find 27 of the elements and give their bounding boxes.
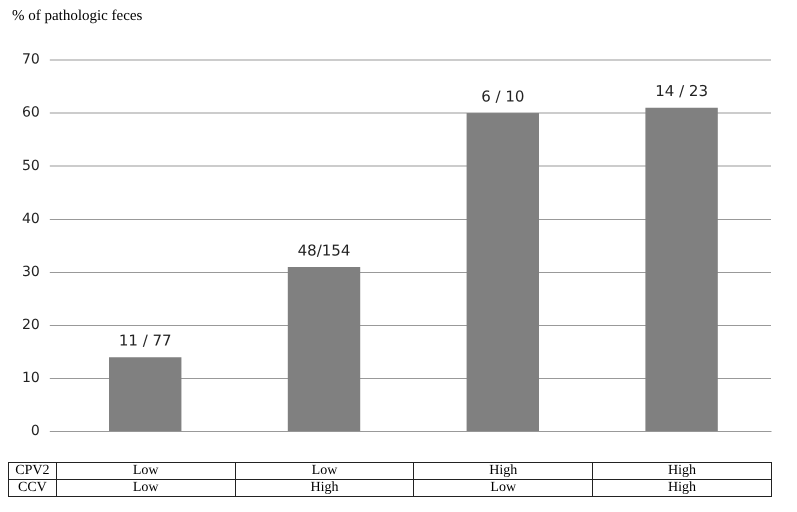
y-tick-label: 30	[22, 264, 40, 280]
bar	[288, 267, 360, 432]
y-tick-label: 10	[22, 370, 40, 386]
y-tick-label: 60	[22, 104, 40, 121]
annotation: 11 / 77	[118, 332, 172, 350]
text: Low	[414, 480, 593, 496]
y-tick-label: 20	[22, 317, 40, 334]
text: CPV2	[8, 462, 56, 480]
text: Low	[235, 462, 414, 480]
annotation: 6 / 10	[481, 87, 524, 106]
text: High	[592, 480, 772, 496]
y-tick-label: 40	[22, 210, 40, 227]
y-tick-label: 50	[22, 158, 40, 174]
text: High	[235, 480, 414, 496]
bar	[466, 113, 540, 432]
text: CCV	[8, 480, 56, 496]
text: High	[414, 462, 593, 480]
y-tick-label: 0	[30, 423, 40, 440]
text: Low	[56, 480, 236, 496]
bar	[645, 108, 718, 432]
text: High	[592, 462, 772, 480]
y-axis-title: % of pathologic feces	[11, 8, 144, 26]
text: Low	[56, 462, 236, 480]
y-tick-label: 70	[22, 52, 40, 68]
annotation: 14 / 23	[655, 82, 708, 100]
annotation: 48/154	[298, 241, 350, 260]
bar	[109, 357, 182, 432]
